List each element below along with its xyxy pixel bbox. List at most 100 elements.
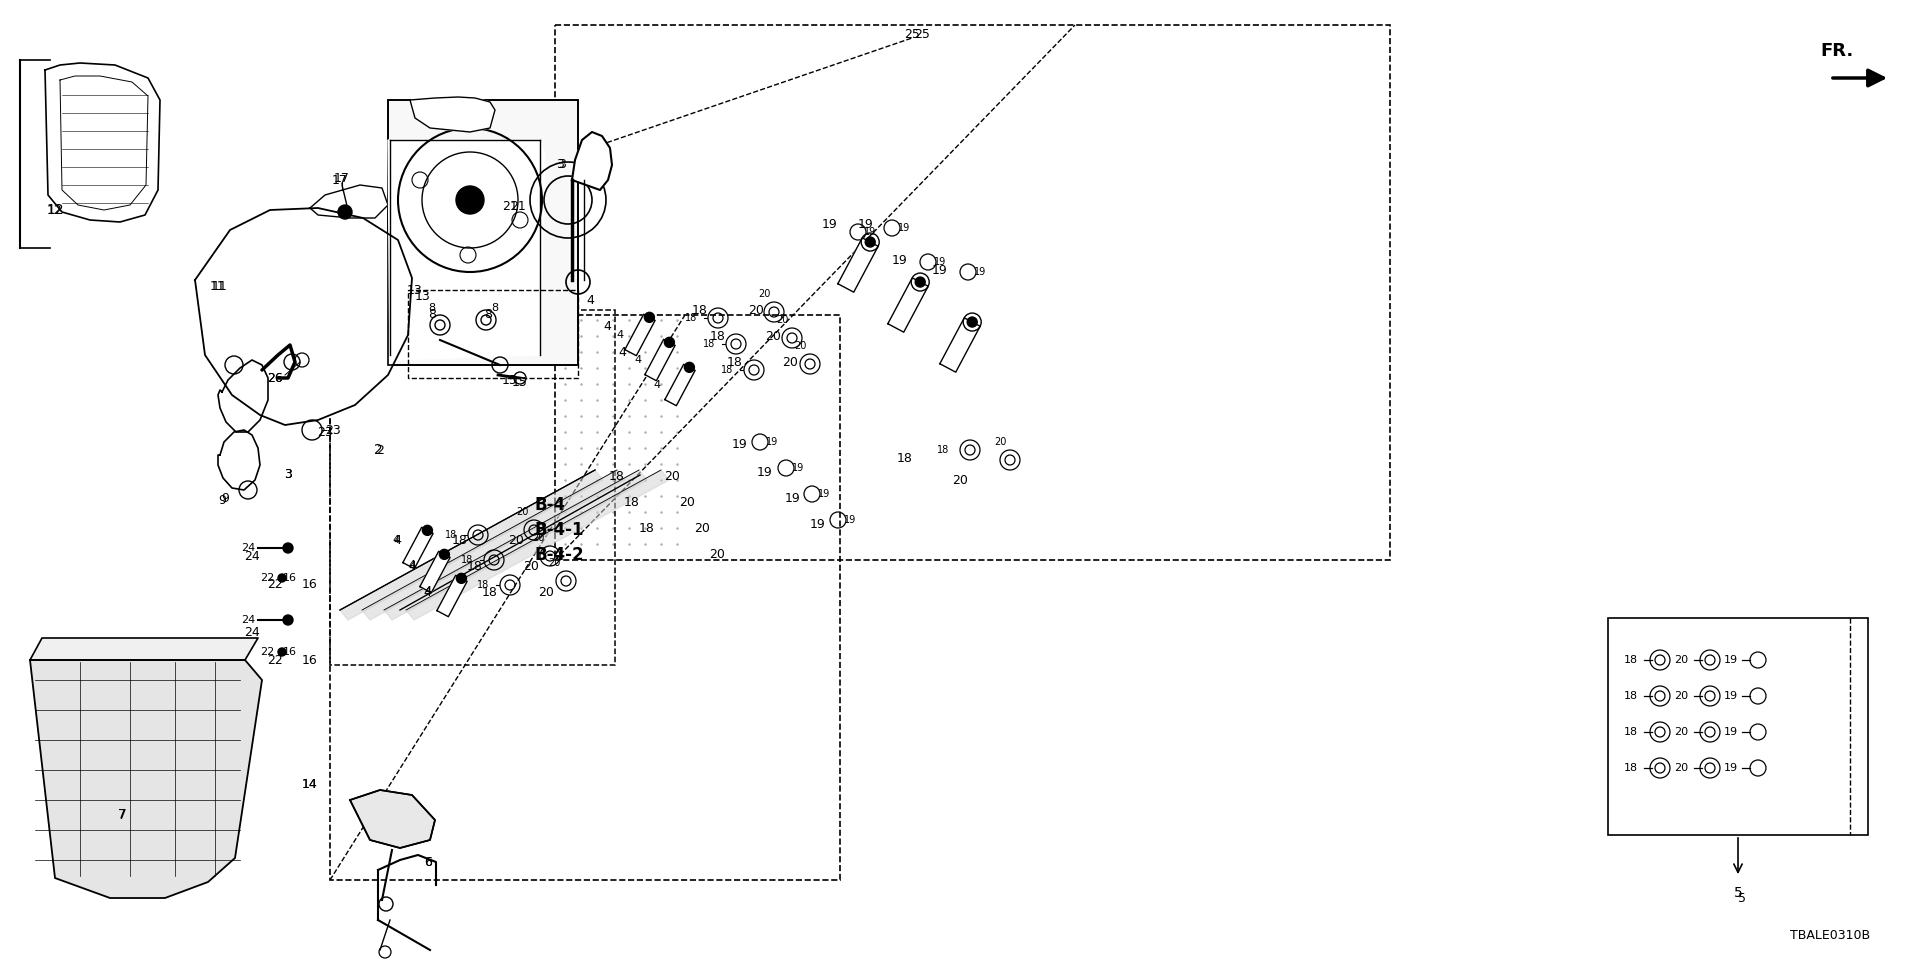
Polygon shape: [349, 790, 436, 848]
Text: 20: 20: [758, 289, 770, 299]
Bar: [407, 290, 578, 378]
Text: 16: 16: [282, 573, 298, 583]
Text: 19: 19: [845, 515, 856, 525]
Text: 19: 19: [810, 517, 826, 531]
Text: 26: 26: [267, 372, 282, 385]
Text: 23: 23: [324, 423, 340, 437]
Text: 20: 20: [664, 469, 680, 483]
Text: 20: 20: [522, 560, 540, 572]
Circle shape: [278, 574, 286, 582]
Text: 8: 8: [428, 308, 436, 322]
Text: 19: 19: [785, 492, 801, 505]
Text: 24: 24: [240, 543, 255, 553]
Circle shape: [968, 317, 977, 327]
Text: 18: 18: [728, 355, 743, 369]
Text: 18: 18: [685, 313, 697, 323]
Text: 5: 5: [1734, 886, 1741, 900]
Text: 4: 4: [618, 346, 626, 358]
Text: 15: 15: [513, 375, 528, 389]
Text: 14: 14: [301, 779, 319, 791]
Text: 22: 22: [267, 654, 282, 666]
Polygon shape: [31, 660, 261, 898]
Polygon shape: [309, 185, 388, 218]
Circle shape: [338, 205, 351, 219]
Text: 3: 3: [284, 468, 292, 482]
Text: 21: 21: [503, 201, 518, 213]
Text: 18: 18: [691, 303, 708, 317]
Bar: [555, 25, 1390, 560]
Polygon shape: [624, 314, 655, 356]
Text: 18: 18: [609, 469, 624, 483]
Circle shape: [278, 648, 286, 656]
Text: 9: 9: [219, 493, 227, 507]
Text: 20: 20: [693, 521, 710, 535]
Text: 4: 4: [422, 586, 430, 598]
Text: 19: 19: [864, 227, 876, 237]
Text: 7: 7: [117, 808, 127, 822]
Text: 25: 25: [914, 29, 929, 41]
Text: 18: 18: [897, 451, 912, 465]
Text: 19: 19: [766, 437, 778, 447]
Text: 24: 24: [240, 615, 255, 625]
Polygon shape: [887, 277, 927, 332]
Text: 19: 19: [973, 267, 987, 277]
Text: B-4: B-4: [536, 496, 566, 514]
Polygon shape: [384, 470, 647, 620]
Text: 16: 16: [301, 579, 319, 591]
Text: 20: 20: [793, 341, 806, 351]
Circle shape: [457, 186, 484, 214]
Text: 19: 19: [1724, 727, 1738, 737]
Text: 18: 18: [1624, 691, 1638, 701]
Text: 11: 11: [211, 280, 228, 294]
Text: 3: 3: [559, 158, 566, 172]
Text: 20: 20: [995, 437, 1006, 447]
Text: TBALE0310B: TBALE0310B: [1789, 929, 1870, 942]
Text: 18: 18: [1624, 763, 1638, 773]
Text: 19: 19: [931, 263, 948, 276]
Text: 18: 18: [482, 586, 497, 598]
Polygon shape: [572, 132, 612, 190]
Text: 4: 4: [424, 586, 432, 596]
Circle shape: [916, 277, 925, 287]
Polygon shape: [219, 360, 269, 432]
Text: 20: 20: [538, 586, 555, 598]
Text: 6: 6: [424, 855, 432, 869]
Bar: [388, 100, 578, 365]
Polygon shape: [941, 318, 979, 372]
Polygon shape: [420, 551, 449, 592]
Text: FR.: FR.: [1820, 42, 1853, 60]
Text: 20: 20: [708, 547, 726, 561]
Text: 13: 13: [415, 290, 430, 303]
Text: 11: 11: [209, 280, 227, 294]
Circle shape: [440, 549, 449, 560]
Text: 7: 7: [117, 808, 127, 822]
Text: 19: 19: [893, 253, 908, 267]
Text: 26: 26: [267, 372, 282, 385]
Text: 8: 8: [484, 308, 492, 322]
Text: 2: 2: [374, 443, 382, 457]
Circle shape: [422, 525, 432, 536]
Text: 20: 20: [1674, 763, 1688, 773]
Text: 19: 19: [858, 219, 874, 231]
Bar: [1609, 618, 1868, 835]
Polygon shape: [645, 339, 676, 381]
Text: 19: 19: [933, 257, 947, 267]
Polygon shape: [44, 63, 159, 222]
Text: 13: 13: [407, 283, 422, 297]
Text: 4: 4: [409, 560, 417, 572]
Polygon shape: [438, 575, 467, 616]
Text: 15: 15: [501, 373, 518, 387]
Text: 18: 18: [445, 530, 457, 540]
Circle shape: [664, 337, 674, 348]
Text: 19: 19: [818, 489, 829, 499]
Text: 20: 20: [680, 495, 695, 509]
Text: 21: 21: [511, 201, 526, 213]
Text: 18: 18: [703, 339, 714, 349]
Text: 23: 23: [317, 426, 332, 440]
Text: 4: 4: [603, 320, 611, 332]
Text: 18: 18: [461, 555, 472, 565]
Text: 22: 22: [259, 647, 275, 657]
Polygon shape: [340, 470, 603, 620]
Text: 14: 14: [301, 779, 319, 791]
Text: 20: 20: [1674, 727, 1688, 737]
